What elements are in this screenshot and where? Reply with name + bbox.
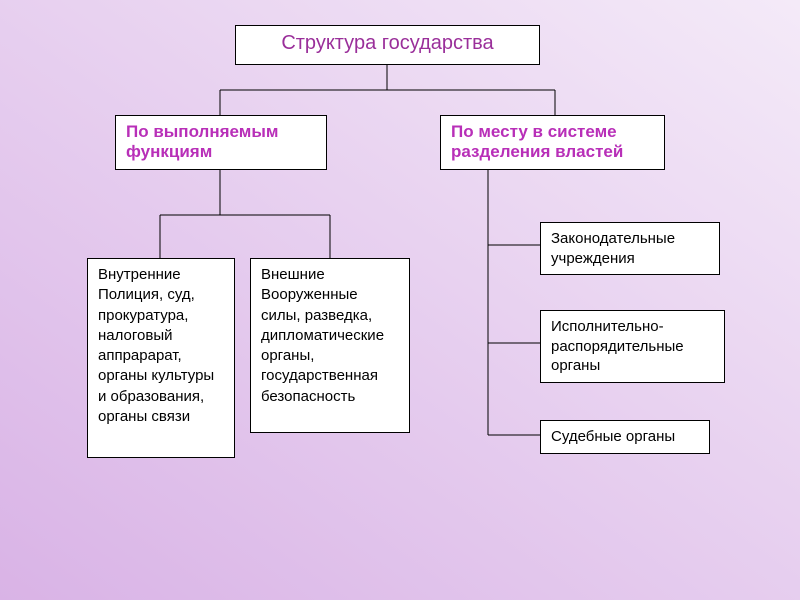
leaf-executive-label: Исполнительно-распорядительные органы bbox=[551, 318, 684, 374]
category-functions: По выполняемым функциям bbox=[115, 115, 327, 170]
root-label: Структура государства bbox=[281, 32, 493, 54]
leaf-legislative: Законодательные учреждения bbox=[540, 222, 720, 275]
category-place: По месту в системе разделения властей bbox=[440, 115, 665, 170]
category-functions-label: По выполняемым функциям bbox=[126, 122, 278, 161]
leaf-internal: Внутренние Полиция, суд, прокуратура, на… bbox=[87, 258, 235, 458]
leaf-legislative-label: Законодательные учреждения bbox=[551, 230, 675, 267]
leaf-court: Судебные органы bbox=[540, 420, 710, 454]
leaf-court-label: Судебные органы bbox=[551, 428, 675, 445]
leaf-internal-label: Внутренние Полиция, суд, прокуратура, на… bbox=[98, 266, 214, 425]
category-place-label: По месту в системе разделения властей bbox=[451, 122, 623, 161]
leaf-external-label: Внешние Вооруженные силы, разведка, дипл… bbox=[261, 266, 384, 405]
leaf-external: Внешние Вооруженные силы, разведка, дипл… bbox=[250, 258, 410, 433]
root-node: Структура государства bbox=[235, 25, 540, 65]
leaf-executive: Исполнительно-распорядительные органы bbox=[540, 310, 725, 383]
